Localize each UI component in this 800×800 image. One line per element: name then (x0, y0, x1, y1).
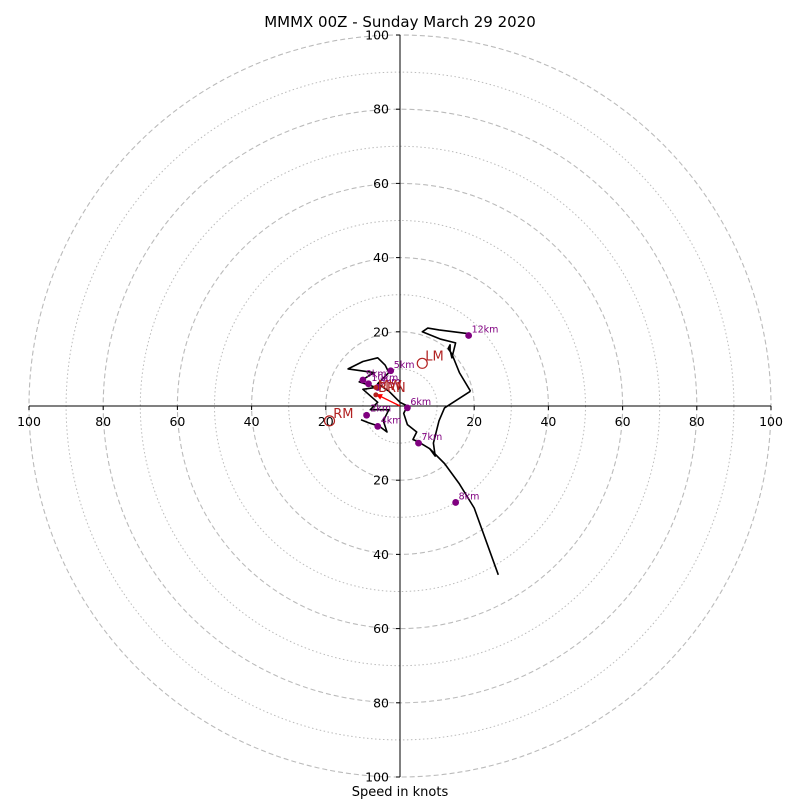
y-tick-label: 20 (373, 473, 389, 488)
height-label-8km: 8km (459, 491, 480, 502)
hodograph-trace (347, 327, 500, 576)
hodograph-line-upper (421, 327, 472, 392)
height-label-12km: 12km (472, 325, 499, 336)
y-tick-label: 60 (373, 621, 389, 636)
height-label-7km: 7km (422, 432, 443, 443)
y-tick-label: 80 (373, 695, 389, 710)
height-label-9km: 9km (366, 369, 387, 380)
height-dot-6km (404, 404, 411, 412)
hodograph-line-upper-link (429, 390, 471, 457)
hodograph-line (347, 356, 500, 576)
motion-marker-BRN (373, 392, 379, 398)
height-dot-8km (452, 499, 460, 506)
x-tick-label: 100 (759, 414, 783, 429)
motion-label-BRN: BRN (378, 381, 406, 396)
x-tick-label: 60 (169, 414, 185, 429)
motion-label-MW: MW (378, 379, 402, 394)
height-label-4km: 4km (381, 415, 402, 426)
chart-title: MMMX 00Z - Sunday March 29 2020 (264, 13, 536, 31)
y-tick-label: 40 (373, 250, 389, 265)
tick-labels: 100 80 60 40 20 20 40 60 80 100100806040202040608… (17, 28, 783, 785)
height-dot-7km (415, 439, 422, 447)
motion-label-LM: LM (425, 349, 443, 364)
height-label-10km: 10km (371, 373, 398, 384)
y-tick-label: 100 (365, 28, 389, 43)
height-dot-4km (374, 423, 382, 430)
x-tick-label: 40 (244, 414, 260, 429)
x-tick-label: 80 (95, 414, 111, 429)
x-tick-label: 20 (466, 414, 482, 429)
height-label-3km: 3km (380, 376, 401, 387)
height-dot-12km (465, 332, 473, 339)
y-tick-label: 40 (373, 547, 389, 562)
y-tick-label: 100 (365, 770, 389, 785)
height-label-6km: 6km (410, 397, 431, 408)
height-dot-9km (359, 376, 367, 384)
motion-marker-LM (416, 357, 428, 369)
x-tick-label: 60 (615, 414, 631, 429)
x-tick-label: 100 (17, 414, 41, 429)
y-tick-label: 80 (373, 102, 389, 117)
motion-label-RM: RM (333, 407, 353, 422)
y-tick-label: 20 (373, 324, 389, 339)
x-tick-label: 80 (689, 414, 705, 429)
motion-marker-MW (373, 384, 379, 390)
height-dot-2km (363, 411, 371, 419)
height-dot-5km (387, 367, 395, 375)
height-dot-10km (365, 380, 372, 388)
x-tick-label: 40 (540, 414, 556, 429)
motion-marker-RM (323, 415, 336, 427)
x-axis-label: Speed in knots (352, 785, 449, 800)
height-label-5km: 5km (394, 360, 415, 371)
height-label-2km: 2km (370, 404, 391, 415)
y-tick-label: 60 (373, 176, 389, 191)
